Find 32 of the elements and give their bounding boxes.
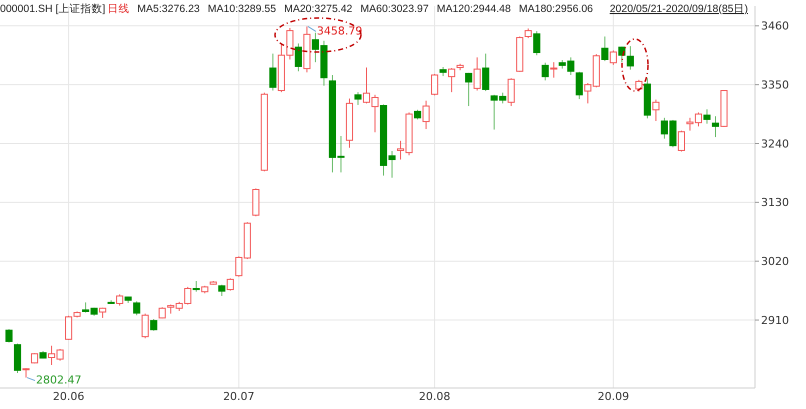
y-tick-label: 3020 bbox=[761, 255, 789, 268]
x-tick-label: 20.06 bbox=[52, 390, 84, 403]
candlestick bbox=[260, 92, 268, 172]
annotation: MA10:3289.55 bbox=[208, 3, 276, 15]
annotation: MA60:3023.97 bbox=[360, 3, 429, 15]
annotation: 日线 bbox=[107, 2, 130, 15]
x-tick-label: 20.08 bbox=[418, 390, 450, 403]
y-tick-label: 2910 bbox=[761, 314, 789, 327]
candlestick bbox=[644, 78, 651, 119]
x-tick-label: 20.07 bbox=[223, 390, 255, 403]
chart-title: 000001.SH [上证指数] bbox=[0, 2, 106, 15]
candlestick bbox=[218, 284, 226, 296]
annotation: 3458.79 bbox=[316, 24, 362, 38]
annotation: MA180:2956.06 bbox=[518, 3, 594, 15]
candlestick bbox=[542, 62, 549, 81]
candlestick bbox=[422, 100, 430, 130]
annotation: 2020/05/21-2020/09/18(85日) bbox=[610, 3, 748, 15]
candlestick bbox=[652, 99, 660, 122]
candlestick bbox=[303, 26, 310, 73]
y-tick-label: 3350 bbox=[761, 78, 789, 92]
candlestick bbox=[550, 62, 558, 78]
x-tick-label: 20.09 bbox=[598, 390, 630, 403]
y-tick-label: 3460 bbox=[761, 20, 789, 33]
y-tick-label: 3240 bbox=[761, 137, 789, 150]
candlestick bbox=[354, 92, 362, 106]
candlestick bbox=[99, 308, 106, 318]
annotation: 2802.47 bbox=[36, 374, 82, 387]
annotation: MA20:3275.42 bbox=[284, 3, 353, 15]
annotation: MA5:3276.23 bbox=[137, 3, 200, 15]
candlestick bbox=[346, 98, 354, 148]
annotation: MA120:2944.48 bbox=[436, 3, 512, 15]
y-tick-label: 3130 bbox=[761, 196, 789, 210]
